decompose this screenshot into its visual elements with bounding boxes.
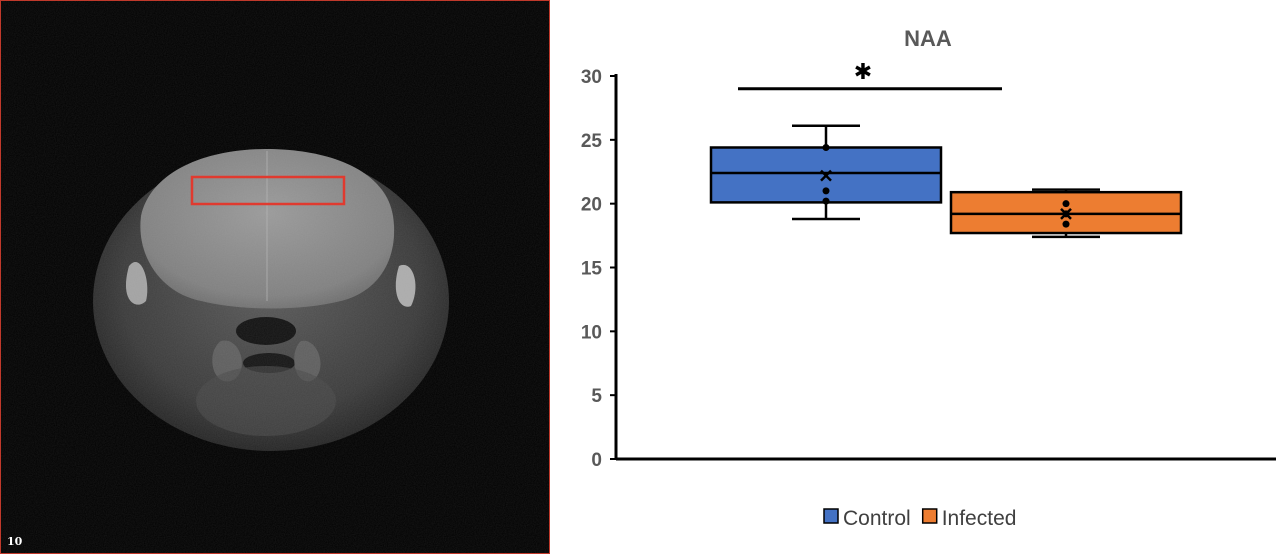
- box-series: [709, 124, 1183, 239]
- y-tick-label: 10: [581, 322, 602, 343]
- y-tick-label: 15: [581, 259, 603, 280]
- mean-marker: [820, 169, 832, 182]
- data-point: [822, 197, 830, 205]
- box-plot-chart: NAA 0 5 10 15 20 25 30 ✱ Control Infected: [556, 0, 1278, 554]
- significance-annotation: ✱: [738, 60, 1002, 91]
- roi-rectangle: [190, 175, 346, 206]
- y-tick-label: 25: [581, 131, 603, 152]
- significance-marker: ✱: [854, 60, 872, 85]
- y-tick-label: 30: [581, 67, 602, 88]
- legend-label: Infected: [942, 507, 1017, 530]
- slice-number-label: 10: [7, 535, 23, 548]
- legend-swatch: [823, 508, 839, 524]
- y-tick-label: 5: [591, 386, 602, 407]
- mean-x-stroke: [1060, 207, 1072, 220]
- mean-marker: [1060, 207, 1072, 220]
- box-infected: [949, 188, 1183, 239]
- data-point: [822, 187, 830, 195]
- mean-x-stroke: [820, 169, 832, 182]
- y-tick-label: 0: [591, 450, 602, 471]
- mri-brain-scan: [1, 1, 549, 553]
- mri-image-panel: 10: [0, 0, 550, 554]
- y-tick-label: 20: [581, 195, 602, 216]
- chart-title: NAA: [904, 26, 952, 51]
- legend-swatch: [921, 508, 938, 524]
- legend-item-control: Control: [823, 507, 911, 530]
- legend: Control Infected: [823, 507, 1017, 530]
- chart-canvas: NAA 0 5 10 15 20 25 30 ✱ Control Infected: [581, 26, 1276, 530]
- box-control: [709, 124, 943, 221]
- data-point: [1062, 200, 1070, 208]
- y-axis-ticks: 0 5 10 15 20 25 30: [581, 67, 616, 471]
- legend-label: Control: [843, 507, 911, 530]
- axes: [614, 74, 1276, 461]
- data-point: [822, 143, 830, 151]
- data-point: [1062, 220, 1070, 228]
- legend-item-infected: Infected: [921, 507, 1017, 530]
